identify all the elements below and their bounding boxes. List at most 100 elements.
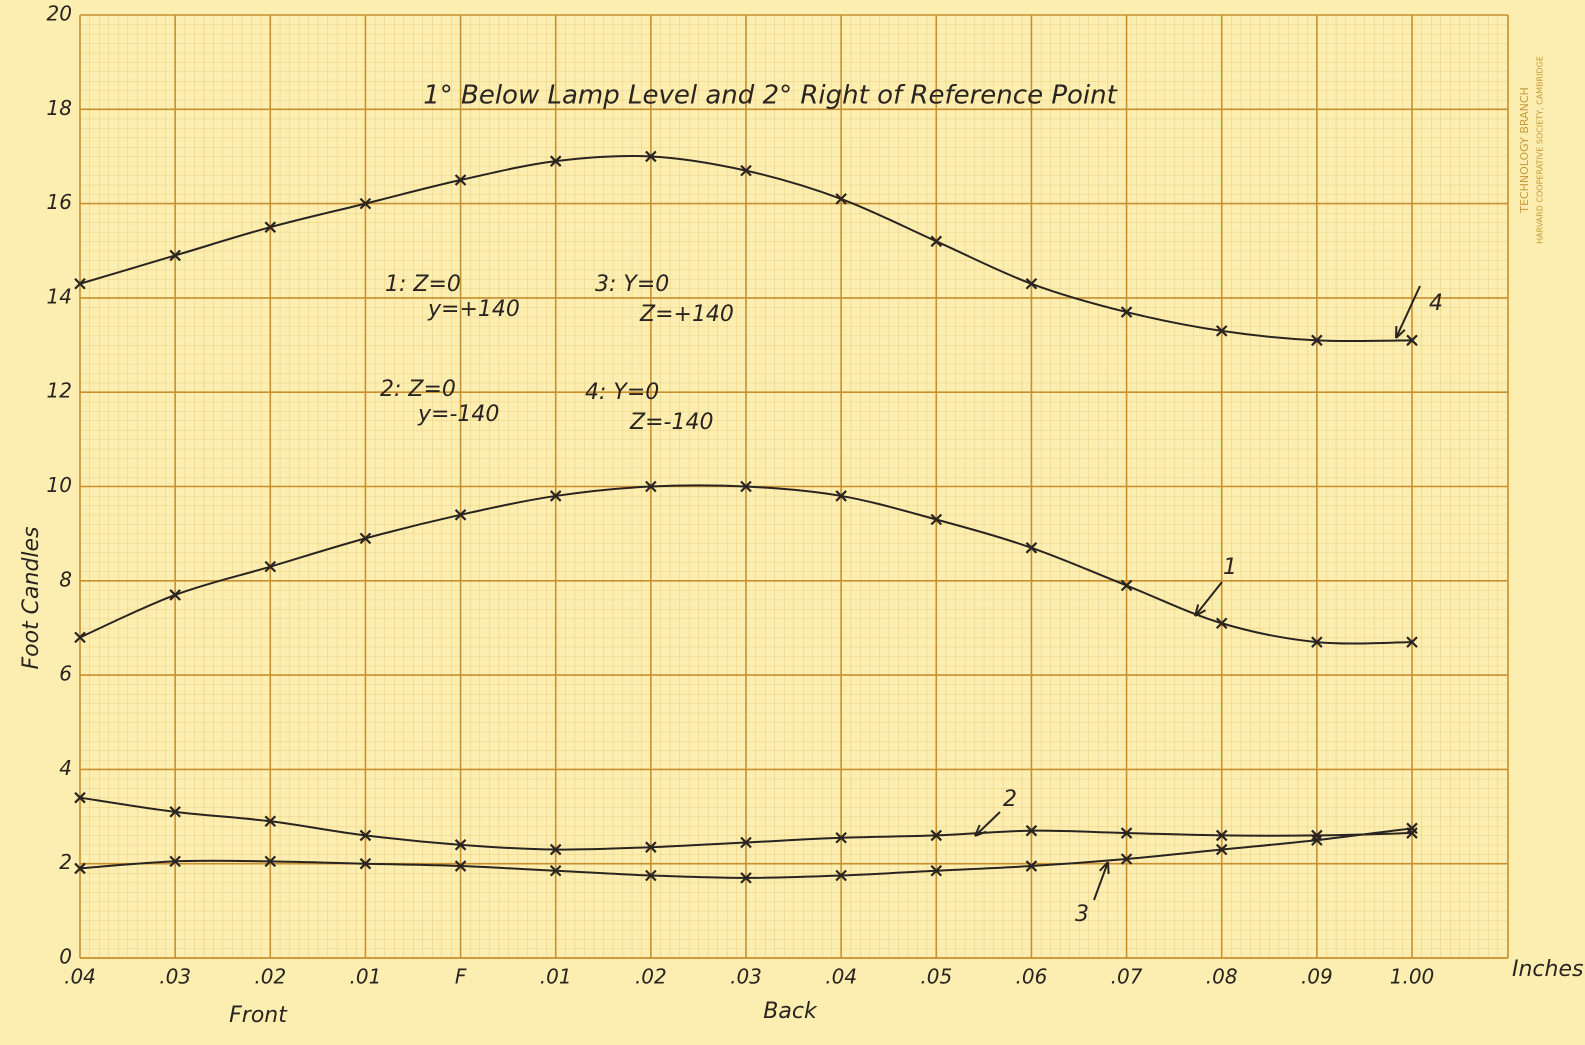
data-point — [454, 509, 467, 521]
chart-title: 1° Below Lamp Level and 2° Right of Refe… — [423, 81, 1117, 111]
data-point — [454, 860, 467, 872]
data-point — [74, 791, 86, 804]
x-tick-label: F — [455, 965, 467, 989]
data-point — [169, 806, 181, 818]
data-point — [740, 836, 752, 849]
label-arrow — [974, 811, 1001, 837]
data-point — [1025, 277, 1038, 290]
data-point — [169, 249, 181, 262]
y-tick-label: 6 — [59, 662, 72, 686]
annotation: 4: Y=0 — [585, 380, 659, 405]
data-point — [454, 839, 467, 851]
data-point — [1120, 827, 1133, 839]
data-point — [359, 532, 372, 545]
data-point — [740, 872, 752, 884]
annotation: y=+140 — [427, 297, 520, 322]
data-point — [169, 855, 181, 868]
data-point — [740, 164, 752, 177]
annotation: y=-140 — [417, 402, 499, 427]
data-point — [74, 277, 86, 290]
data-point — [169, 589, 181, 601]
data-point — [74, 631, 86, 644]
data-point — [930, 864, 943, 877]
data-point — [264, 221, 277, 233]
annotation: 1: Z=0 — [385, 272, 461, 297]
data-point — [359, 197, 372, 210]
data-point — [1215, 617, 1228, 630]
x-tick-label: .03 — [730, 965, 762, 989]
y-axis-label: Foot Candles — [19, 526, 44, 669]
y-tick-label: 18 — [47, 96, 72, 120]
y-tick-label: 4 — [59, 756, 72, 780]
data-point — [645, 480, 657, 493]
data-point — [930, 235, 943, 248]
x-tick-label: .09 — [1301, 965, 1333, 989]
y-tick-label: 20 — [47, 2, 72, 26]
data-point — [645, 841, 657, 853]
annotation: 3: Y=0 — [595, 272, 669, 297]
annotation: Z=-140 — [629, 410, 713, 435]
data-point — [835, 193, 847, 205]
y-tick-label: 10 — [47, 473, 72, 497]
annotation: Z=+140 — [639, 302, 734, 327]
data-point — [1025, 824, 1038, 837]
y-tick-label: 8 — [59, 567, 72, 591]
x-tick-label: .04 — [64, 965, 96, 989]
series-label: 3 — [1075, 902, 1089, 927]
x-tick-label: .08 — [1206, 965, 1238, 989]
data-point — [1406, 822, 1418, 835]
x-tick-label: .02 — [635, 965, 667, 989]
data-point — [549, 864, 562, 877]
data-point — [549, 490, 562, 502]
annotation: 2: Z=0 — [380, 377, 456, 402]
data-point — [359, 829, 372, 842]
series-label: 1 — [1223, 555, 1237, 580]
data-point — [1311, 334, 1323, 347]
x-tick-label: .04 — [825, 965, 857, 989]
data-point — [74, 862, 86, 875]
x-tick-label: .06 — [1016, 965, 1048, 989]
data-point — [549, 155, 562, 167]
data-point — [1120, 853, 1133, 865]
data-point — [1120, 306, 1133, 318]
data-point — [1311, 636, 1323, 648]
x-tick-label: .01 — [350, 965, 382, 989]
data-point — [1406, 334, 1418, 347]
x-tick-label: .07 — [1111, 965, 1143, 989]
data-point — [1025, 542, 1038, 554]
data-point — [645, 150, 657, 163]
x-tick-label: .03 — [159, 965, 191, 989]
y-tick-label: 12 — [47, 379, 72, 403]
data-point — [264, 815, 277, 828]
data-point — [1215, 325, 1228, 337]
data-point — [835, 869, 847, 882]
data-point — [264, 855, 277, 868]
data-point — [1025, 860, 1038, 872]
data-point — [1120, 579, 1133, 592]
data-point — [359, 857, 372, 870]
x-tick-label: .01 — [540, 965, 572, 989]
data-point — [1215, 829, 1228, 842]
series-label: 4 — [1429, 291, 1443, 316]
y-tick-label: 14 — [47, 284, 72, 308]
data-point — [645, 869, 657, 882]
data-point — [1215, 843, 1228, 856]
data-point — [1406, 636, 1418, 648]
x-tick-label: .05 — [920, 965, 952, 989]
stamp: TECHNOLOGY BRANCH — [1518, 87, 1531, 214]
x-tick-label: 1.00 — [1390, 965, 1435, 989]
x-tick-label: .02 — [254, 965, 286, 989]
y-tick-label: 16 — [47, 190, 72, 214]
data-point — [930, 513, 943, 526]
label-arrow — [1093, 861, 1110, 901]
y-tick-label: 0 — [59, 945, 72, 969]
label-arrow — [1395, 285, 1421, 339]
x-axis-label: Front — [229, 1003, 288, 1028]
data-point — [930, 829, 943, 842]
y-tick-label: 2 — [59, 850, 72, 874]
data-point — [835, 490, 847, 502]
data-point — [835, 831, 847, 844]
data-point — [740, 480, 752, 493]
